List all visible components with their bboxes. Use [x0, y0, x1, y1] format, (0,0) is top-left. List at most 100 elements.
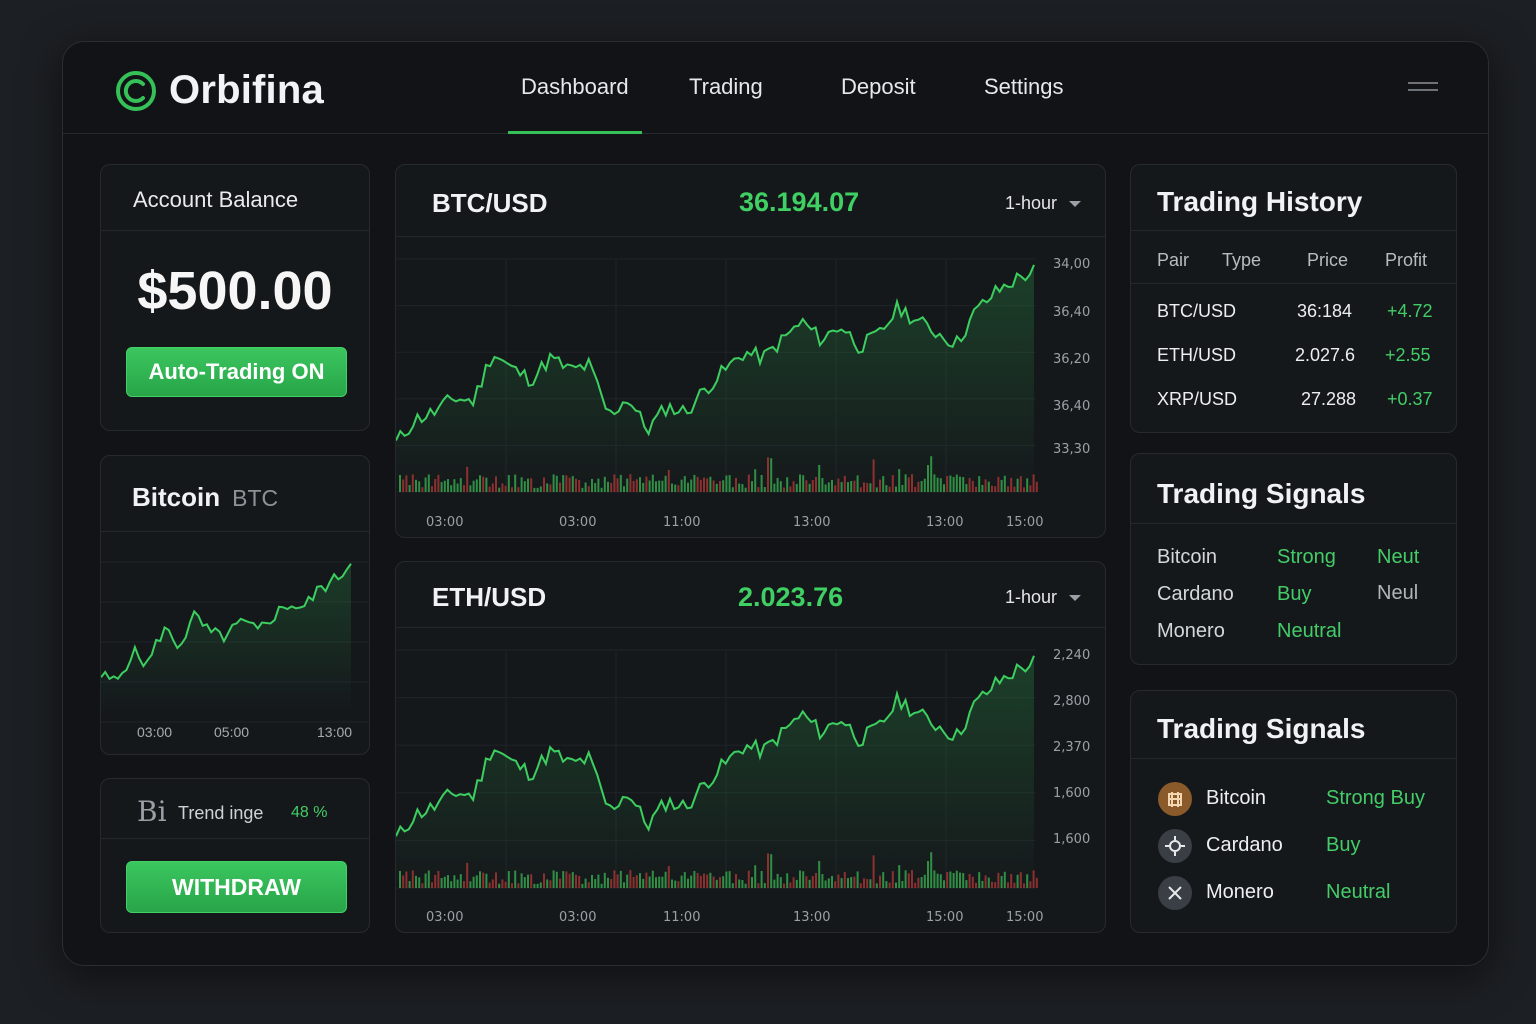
nav-trading[interactable]: Trading: [689, 74, 763, 99]
signal-value: Buy: [1277, 583, 1312, 605]
chevron-down-icon: [1069, 200, 1082, 207]
price-line: [396, 655, 1035, 837]
auto-trading-toggle-button[interactable]: Auto-Trading ON: [126, 347, 347, 397]
top-navigation: Orbifina Dashboard Trading Deposit Setti…: [63, 42, 1488, 134]
account-balance-value: $500.00: [137, 261, 333, 321]
trading-signals-header: [1131, 454, 1456, 524]
history-divider: [1131, 283, 1456, 284]
trading-history-header: [1131, 165, 1456, 231]
btc-timeframe-select[interactable]: 1-hour: [1005, 193, 1082, 214]
x-axis-label: 03:00: [559, 515, 596, 530]
bitcoin-card-header: [101, 456, 369, 532]
bitcoin-card-title: Bitcoin: [132, 482, 221, 512]
x-axis-label: 13:00: [926, 515, 963, 530]
signal-detail-coin: Bitcoin: [1206, 787, 1267, 809]
y-axis-label: 36,40: [1053, 305, 1090, 320]
signal-extra: Neut: [1377, 546, 1420, 568]
eth-timeframe-select[interactable]: 1-hour: [1005, 587, 1082, 608]
signal-detail-coin: Monero: [1206, 881, 1274, 903]
y-axis-label: 1,600: [1053, 832, 1090, 847]
brand-name: Orbifina: [169, 68, 324, 112]
eth-usd-chart-panel: ETH/USD 2.023.76 1-hour 2,240 2,800 2,370 1…: [395, 561, 1106, 933]
mini-chart-x-label: 05:00: [214, 724, 250, 740]
nav-deposit[interactable]: Deposit: [841, 74, 916, 99]
eth-price: 2.023.76: [738, 582, 844, 612]
y-axis-label: 34,00: [1053, 257, 1090, 272]
trend-icon: Bi: [137, 795, 167, 828]
y-axis-label: 36,20: [1053, 352, 1090, 367]
trading-signals-detail-card: Trading Signals Bitcoin Strong Buy Carda…: [1130, 690, 1457, 933]
history-col-price: Price: [1307, 250, 1349, 270]
brand-logo[interactable]: Orbifina: [115, 68, 324, 113]
y-axis-label: 2,240: [1053, 648, 1090, 663]
y-axis-label: 1,600: [1053, 786, 1090, 801]
signal-detail-coin: Cardano: [1206, 834, 1283, 856]
trading-signals-title: Trading Signals: [1157, 478, 1366, 509]
history-col-pair: Pair: [1157, 250, 1190, 270]
signal-coin: Bitcoin: [1157, 546, 1218, 568]
history-row-pair: BTC/USD: [1157, 301, 1237, 321]
bitcoin-card: Bitcoin BTC 03:00 05:00 13:00: [100, 455, 370, 755]
btc-price: 36.194.07: [739, 187, 860, 217]
signal-extra: Neul: [1377, 582, 1419, 604]
x-axis-label: 11:00: [663, 515, 700, 530]
trading-signals-detail-title: Trading Signals: [1157, 713, 1366, 744]
y-axis-label: 2,370: [1053, 740, 1090, 755]
x-axis-label: 15:00: [1006, 515, 1043, 530]
btc-timeframe-value: 1-hour: [1005, 193, 1058, 213]
bitcoin-card-heading: Bitcoin BTC: [132, 482, 278, 513]
x-axis-label: 15:00: [926, 910, 963, 925]
bitcoin-mini-chart: [101, 561, 369, 723]
y-axis-label: 36,40: [1053, 399, 1090, 414]
mini-price-line: [101, 563, 352, 681]
nav-settings[interactable]: Settings: [984, 74, 1064, 99]
trend-value: 48 %: [291, 804, 328, 821]
account-balance-header: [101, 165, 369, 231]
signal-value: Neutral: [1277, 620, 1342, 642]
mini-chart-x-label: 13:00: [317, 724, 353, 740]
hamburger-menu-icon[interactable]: [1408, 82, 1438, 96]
y-axis-label: 2,800: [1053, 694, 1090, 709]
history-col-profit: Profit: [1385, 250, 1428, 270]
trend-card: Bi Trend inge 48 % WITHDRAW: [100, 778, 370, 933]
x-axis-label: 13:00: [793, 515, 830, 530]
signal-detail-value: Neutral: [1326, 881, 1391, 903]
signal-detail-value: Buy: [1326, 834, 1361, 856]
history-row-profit: +2.55: [1385, 345, 1431, 365]
history-col-type: Type: [1222, 250, 1262, 270]
history-row-pair: ETH/USD: [1157, 345, 1237, 365]
x-axis-label: 03:00: [426, 910, 463, 925]
mini-chart-x-label: 03:00: [137, 724, 173, 740]
signal-value: Strong: [1277, 546, 1336, 568]
volume-bar: [1035, 877, 1038, 888]
volume-bar: [1035, 481, 1038, 492]
trend-label: Trend inge: [178, 803, 264, 823]
bitcoin-card-ticker: BTC: [232, 485, 279, 511]
x-axis-label: 03:00: [559, 910, 596, 925]
x-axis-label: 11:00: [663, 910, 700, 925]
price-area: [396, 264, 1034, 492]
history-row-price: 36:184: [1297, 301, 1353, 321]
x-axis-label: 03:00: [426, 515, 463, 530]
history-row-pair: XRP/USD: [1157, 389, 1238, 409]
eth-timeframe-value: 1-hour: [1005, 587, 1058, 607]
trading-history-card: Trading History Pair Type Price Profit B…: [1130, 164, 1457, 433]
chevron-down-icon: [1069, 594, 1082, 601]
history-row-profit: +4.72: [1387, 301, 1433, 321]
btc-chart-header: [396, 165, 1105, 237]
y-axis-label: 33,30: [1053, 442, 1090, 457]
withdraw-button[interactable]: WITHDRAW: [126, 861, 347, 913]
history-row-price: 27.288: [1301, 389, 1357, 409]
btc-price-chart: 34,00 36,40 36,20 36,40 33,30 03:00 03:00 11:00…: [396, 257, 1090, 530]
signal-coin: Monero: [1157, 620, 1225, 642]
trading-history-title: Trading History: [1157, 186, 1363, 217]
orbifina-logo-icon: [116, 70, 156, 111]
btc-pair-label: BTC/USD: [432, 188, 548, 218]
trading-signals-detail-header: [1131, 691, 1456, 759]
history-row-profit: +0.37: [1387, 389, 1433, 409]
nav-dashboard[interactable]: Dashboard: [508, 74, 642, 134]
eth-chart-header: [396, 562, 1105, 628]
account-balance-card: Account Balance $500.00 Auto-Trading ON: [100, 164, 370, 431]
signal-coin: Cardano: [1157, 583, 1234, 605]
x-axis-label: 15:00: [1006, 910, 1043, 925]
